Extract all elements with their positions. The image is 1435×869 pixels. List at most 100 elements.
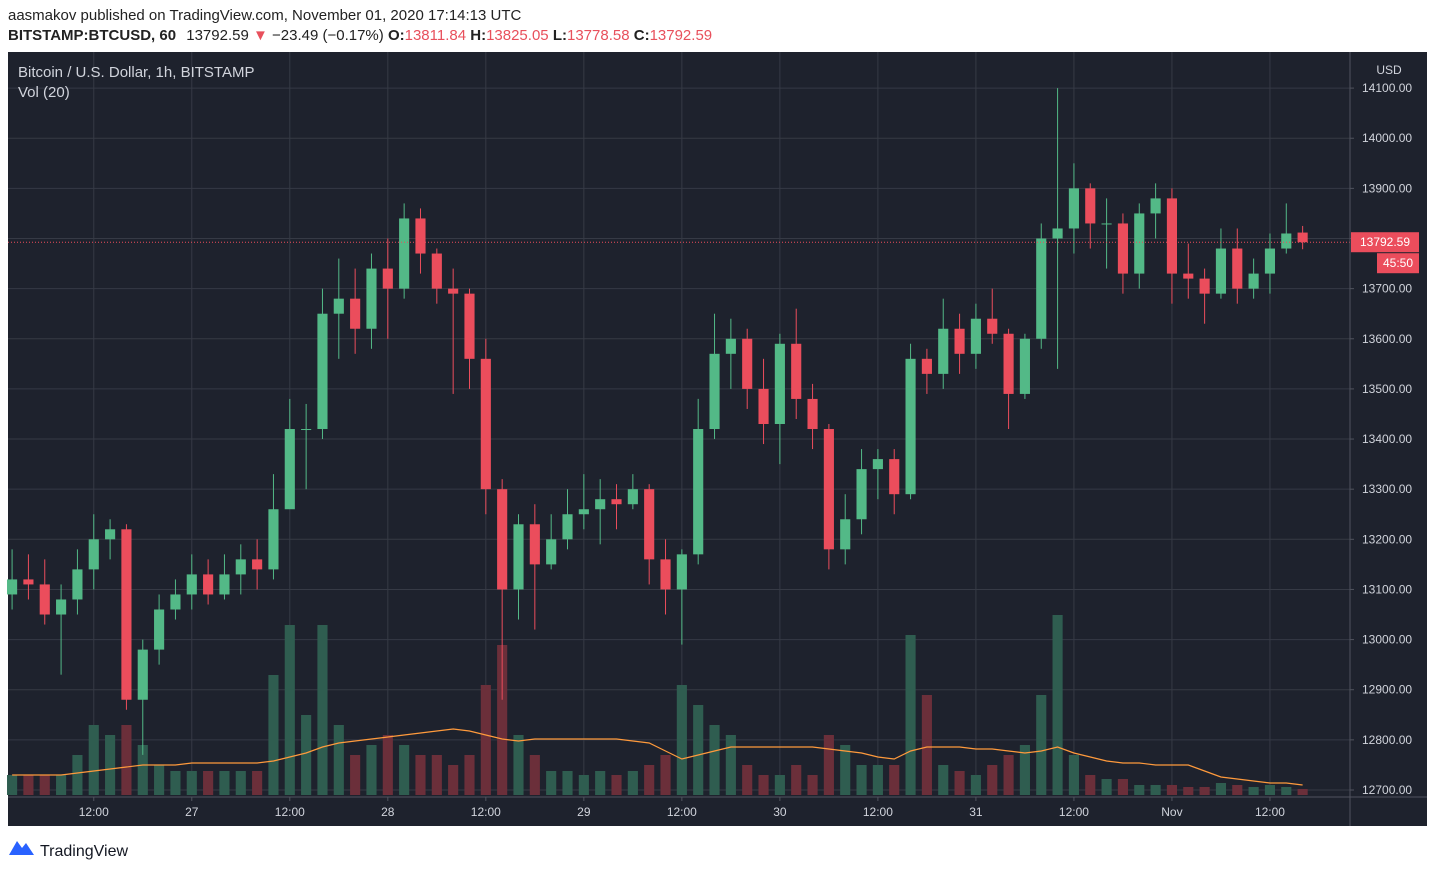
volume-bar xyxy=(1215,783,1227,795)
candle-body xyxy=(1019,338,1030,394)
candle-body xyxy=(268,509,279,570)
volume-bar xyxy=(366,745,377,795)
candle-body xyxy=(1150,198,1161,214)
candle-body xyxy=(595,499,606,510)
candle-body xyxy=(88,539,99,570)
y-tick-label: 13700.00 xyxy=(1362,282,1412,296)
countdown-label: 45:50 xyxy=(1383,256,1413,270)
y-tick-label: 12900.00 xyxy=(1362,683,1412,697)
x-tick-label: 12:00 xyxy=(471,805,501,819)
candle-body xyxy=(137,649,148,700)
brand[interactable]: TradingView xyxy=(40,843,128,860)
volume-bar xyxy=(889,765,900,795)
low-value: 13778.58 xyxy=(567,27,630,44)
volume-bar xyxy=(1248,787,1259,795)
volume-bar xyxy=(513,735,524,795)
candle-body xyxy=(56,599,67,615)
candle-body xyxy=(1036,238,1047,339)
candle-body xyxy=(791,343,802,399)
volume-bar xyxy=(448,765,459,795)
volume-bar xyxy=(105,735,116,795)
volume-bar xyxy=(709,725,720,795)
volume-bar xyxy=(137,745,148,795)
volume-bar xyxy=(203,771,214,795)
candle-body xyxy=(1003,333,1014,394)
volume-bar xyxy=(154,765,165,795)
candle-body xyxy=(840,519,851,550)
volume-bar xyxy=(1117,779,1128,795)
volume-bar xyxy=(987,765,998,795)
candle-body xyxy=(529,524,540,565)
candle-body xyxy=(905,358,916,495)
volume-bar xyxy=(480,685,491,795)
volume-bar xyxy=(88,725,99,795)
volume-bar xyxy=(595,771,606,795)
volume-bar xyxy=(1166,785,1178,795)
candle-body xyxy=(366,268,377,329)
candle-body xyxy=(1215,248,1227,294)
volume-bar xyxy=(7,775,18,795)
x-tick-label: 29 xyxy=(577,805,591,819)
volume-bar xyxy=(954,771,965,795)
axes: 12700.00 12800.00 12900.00 13000.00 13100.00… xyxy=(79,81,1419,819)
candle-body xyxy=(1134,213,1145,274)
volume-bar xyxy=(807,775,818,795)
x-tick-label: 12:00 xyxy=(79,805,109,819)
y-tick-label: 14100.00 xyxy=(1362,81,1412,95)
countdown-box xyxy=(1377,253,1419,274)
y-tick-label: 13300.00 xyxy=(1362,482,1412,496)
x-tick-label: Nov xyxy=(1161,805,1182,819)
candle-body xyxy=(235,559,246,575)
volume-bar xyxy=(627,771,638,795)
x-tick-label: 27 xyxy=(185,805,199,819)
x-tick-label: 12:00 xyxy=(275,805,305,819)
volume-ma-line xyxy=(12,728,1303,786)
candle-body xyxy=(317,313,328,430)
volume-bar xyxy=(758,775,769,795)
candle-body xyxy=(742,338,753,389)
volume-bar xyxy=(1134,785,1145,795)
volume-bar xyxy=(644,765,655,795)
volume-bar xyxy=(56,775,67,795)
open-value: 13811.84 xyxy=(405,27,466,44)
logo[interactable]: TradingView xyxy=(9,841,128,860)
candle-body xyxy=(1101,223,1112,225)
candle-body xyxy=(23,579,34,585)
y-tick-label: 13000.00 xyxy=(1362,633,1412,647)
x-tick-label: 30 xyxy=(773,805,787,819)
close-label: C: xyxy=(634,27,650,44)
volume-bar xyxy=(921,695,932,795)
candle-body xyxy=(578,509,589,515)
candle-body xyxy=(546,539,557,565)
candle-body xyxy=(399,218,410,289)
volume-bar xyxy=(1036,695,1047,795)
candle-body xyxy=(448,288,459,294)
volume-bar xyxy=(1068,755,1079,795)
volume-bar xyxy=(431,755,442,795)
volume-bar xyxy=(1019,745,1030,795)
candle-body xyxy=(693,429,704,555)
candles xyxy=(7,88,1350,755)
candle-body xyxy=(562,514,573,540)
candle-body xyxy=(774,343,785,425)
x-tick-label: 12:00 xyxy=(1059,805,1089,819)
candle-body xyxy=(154,609,165,650)
y-tick-label: 12700.00 xyxy=(1362,783,1412,797)
candle-body xyxy=(219,574,230,595)
volume-bar xyxy=(317,625,328,795)
volume-bar xyxy=(333,725,344,795)
volume-bar xyxy=(1232,785,1243,795)
volume-bar xyxy=(970,775,981,795)
candle-body xyxy=(350,298,361,329)
volume-bar xyxy=(856,765,867,795)
volume-bar xyxy=(186,771,197,795)
volume-bar xyxy=(399,745,410,795)
volume-bar xyxy=(1150,785,1161,795)
volume xyxy=(7,615,1308,795)
candle-body xyxy=(464,293,475,359)
volume-bar xyxy=(823,735,834,795)
candle-body xyxy=(807,398,818,430)
x-tick-label: 12:00 xyxy=(863,805,893,819)
volume-bar xyxy=(497,645,508,795)
volume-label: Vol (20) xyxy=(18,84,70,101)
